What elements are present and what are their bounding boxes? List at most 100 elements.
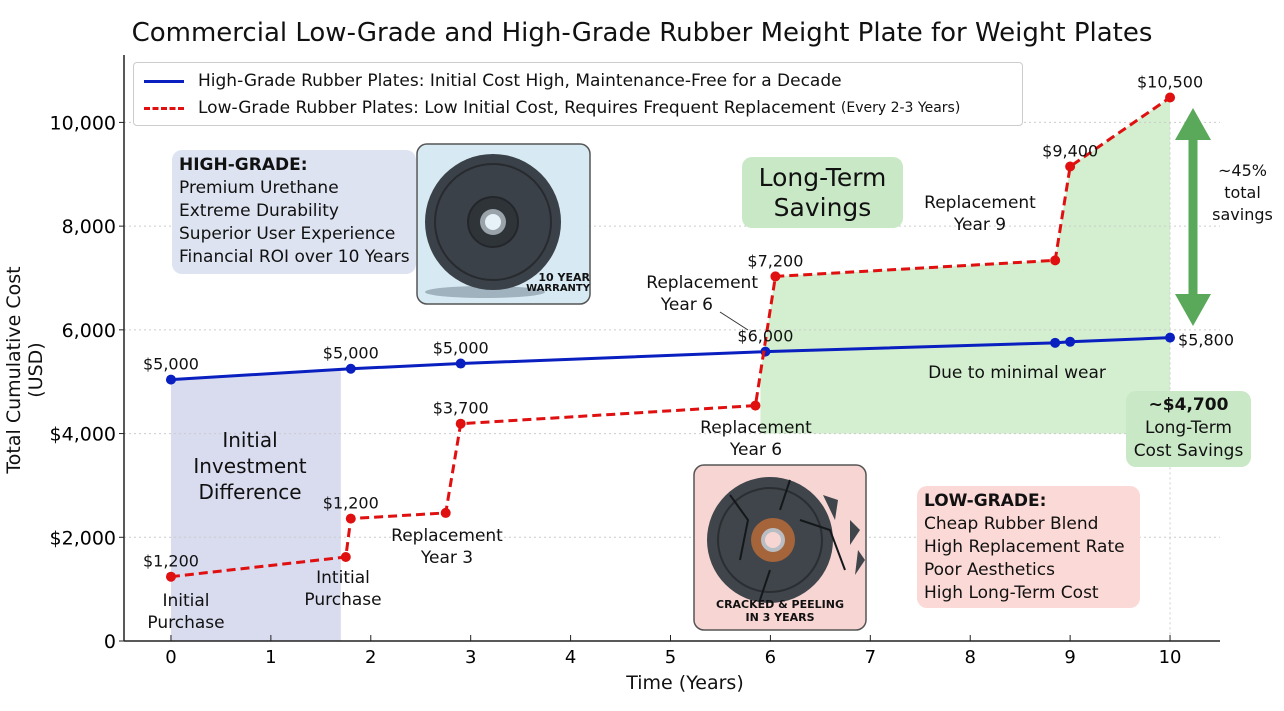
data-point [340, 551, 351, 562]
ann-line: ~45% [1218, 161, 1267, 180]
data-point [1065, 161, 1076, 172]
caption-line: WARRANTY [526, 283, 590, 294]
legend: High-Grade Rubber Plates: Initial Cost H… [133, 62, 1023, 126]
legend-item-high-grade: High-Grade Rubber Plates: Initial Cost H… [144, 69, 842, 93]
chart-title: Commercial Low-Grade and High-Grade Rubb… [131, 18, 1153, 48]
info-line: Cheap Rubber Blend [924, 514, 1099, 534]
data-point [1065, 336, 1076, 347]
caption-line: 10 YEAR [538, 271, 590, 284]
legend-swatch-dashed [144, 106, 184, 110]
ann-line: Difference [198, 480, 302, 504]
low-grade-line [170, 96, 1171, 579]
ann-line: Purchase [147, 613, 225, 633]
high-grade-heading: HIGH-GRADE: [179, 155, 308, 175]
x-axis-label: Time (Years) [626, 672, 744, 694]
data-label: $5,000 [143, 355, 199, 374]
y-tick-label: $2,000 [50, 527, 116, 549]
info-line: Superior User Experience [179, 224, 396, 244]
x-tick-label: 9 [1064, 647, 1075, 668]
y-tick-label: 10,000 [50, 112, 116, 134]
x-tick-label: 2 [365, 647, 376, 668]
x-tick-label: 4 [565, 647, 576, 668]
ann-line: Investment [193, 454, 307, 478]
ann-line: Replacement [924, 193, 1036, 213]
data-point [345, 513, 356, 524]
ann-line: Year 3 [420, 548, 474, 568]
cost-savings-box: ~$4,700 Long-Term Cost Savings [1126, 391, 1251, 467]
gridlines [124, 121, 1220, 641]
data-label: $9,400 [1042, 141, 1098, 160]
ann-line: Initial [222, 428, 278, 452]
high-grade-plate-image [416, 143, 591, 305]
data-label: $1,200 [323, 494, 379, 513]
ann-line: savings [1212, 205, 1273, 224]
legend-item-low-grade: Low-Grade Rubber Plates: Low Initial Cos… [144, 96, 960, 120]
x-tick-label: 5 [665, 647, 676, 668]
y-axis-label: Total Cumulative Cost (USD) [3, 266, 47, 474]
y-tick-label: $4,000 [50, 424, 116, 446]
savings-double-arrow-icon [1175, 108, 1211, 326]
low-grade-heading: LOW-GRADE: [924, 491, 1047, 511]
ann-line: Purchase [304, 590, 382, 610]
ann-line: Replacement [391, 526, 503, 546]
ann-line: Replacement [646, 273, 758, 293]
y-tick-label: 0 [104, 631, 116, 653]
info-line: Poor Aesthetics [924, 560, 1055, 580]
axes: 0 $2,000 $4,000 6,000 8,000 10,000 0 1 2 3 4 5 6 7 8 9 1… [50, 55, 1220, 668]
caption-line: IN 3 YEARS [745, 611, 815, 624]
data-point [165, 374, 176, 385]
ann-line: Intitial [316, 568, 370, 588]
ann-line: Cost Savings [1133, 441, 1244, 461]
data-label: $6,000 [737, 327, 793, 346]
ann-line: Long-Term [1145, 418, 1232, 438]
intitial-purchase-annotation: Intitial Purchase [293, 567, 393, 611]
legend-label-suffix: (Every 2-3 Years) [840, 100, 961, 116]
ann-line: total [1224, 183, 1261, 202]
data-label: $7,200 [747, 251, 803, 270]
ann-line: Long-Term [758, 163, 887, 192]
low-grade-image-caption: CRACKED & PEELING IN 3 YEARS [694, 598, 866, 624]
x-tick-label: 10 [1159, 647, 1182, 668]
info-line: Premium Urethane [179, 178, 339, 198]
initial-purchase-annotation: Initial Purchase [136, 590, 236, 634]
ann-line: Savings [773, 193, 872, 222]
data-point [440, 507, 451, 518]
data-point [1050, 255, 1061, 266]
data-labels: $5,000 $5,000 $5,000 $6,000 $5,800 $1,200 $1,2… [143, 73, 1234, 571]
cost-savings-amount: ~$4,700 [1148, 395, 1229, 415]
legend-label: Low-Grade Rubber Plates: Low Initial Cos… [198, 98, 836, 118]
data-point [1165, 332, 1176, 343]
data-label: $5,000 [433, 339, 489, 358]
ann-line: Year 6 [729, 440, 783, 460]
x-tick-label: 7 [865, 647, 876, 668]
x-tick-label: 3 [465, 647, 476, 668]
data-label: $5,000 [323, 344, 379, 363]
low-grade-plate-image [693, 464, 867, 631]
high-grade-info-box: HIGH-GRADE: Premium Urethane Extreme Dur… [172, 150, 416, 274]
data-label: $5,800 [1178, 331, 1234, 350]
long-term-savings-box: Long-Term Savings [742, 157, 903, 228]
data-point [455, 418, 466, 429]
x-tick-label: 1 [265, 647, 276, 668]
x-tick-label: 6 [765, 647, 776, 668]
x-tick-label: 0 [165, 647, 176, 668]
ann-line: Initial [162, 591, 210, 611]
data-label: $3,700 [433, 399, 489, 418]
data-point [345, 363, 356, 374]
info-line: Financial ROI over 10 Years [179, 247, 410, 267]
replacement-year9-annotation: Replacement Year 9 [920, 192, 1040, 236]
y-tick-label: 8,000 [62, 216, 116, 238]
replacement-year6-upper-annotation: Replacement Year 6 [628, 272, 758, 316]
data-point [455, 358, 466, 369]
series-layer [165, 92, 1176, 582]
ann-line: Year 9 [953, 215, 1007, 235]
data-point [1050, 337, 1061, 348]
data-point [770, 271, 781, 282]
low-grade-info-box: LOW-GRADE: Cheap Rubber Blend High Repla… [917, 486, 1140, 608]
data-point [1165, 92, 1176, 103]
data-label: $1,200 [143, 552, 199, 571]
data-point [750, 400, 761, 411]
high-grade-image-caption: 10 YEAR WARRANTY [420, 272, 590, 294]
pointer-line [719, 311, 749, 331]
